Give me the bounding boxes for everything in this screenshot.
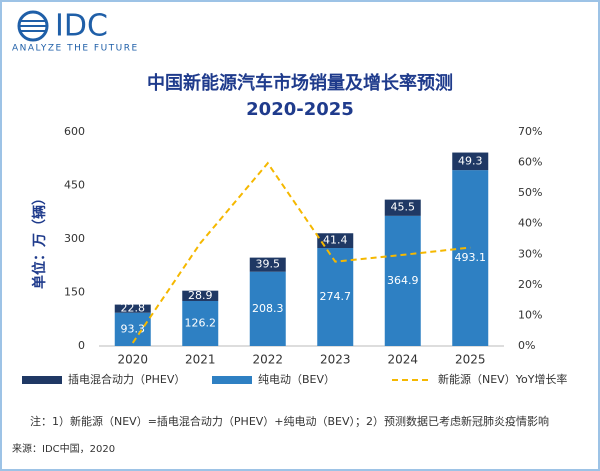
y2-tick-label: 0% (518, 339, 535, 352)
y-tick-label: 300 (64, 232, 85, 245)
chart-title: 中国新能源汽车市场销量及增长率预测 (147, 72, 453, 94)
y2-tick-label: 20% (518, 278, 542, 291)
bar-segment (317, 233, 354, 249)
source: 来源：IDC中国，2020 (12, 442, 115, 455)
data-label: 45.5 (391, 201, 416, 214)
bar-segment (249, 257, 286, 272)
logo: IDC ANALYZE THE FUTURE (12, 9, 139, 54)
legend-label: 插电混合动力（PHEV） (68, 372, 185, 386)
data-label: 39.5 (256, 258, 281, 271)
y-tick-label: 450 (64, 179, 85, 192)
y-tick-label: 600 (64, 125, 85, 138)
bar-segment (384, 215, 421, 346)
data-label: 41.4 (323, 234, 348, 247)
data-label: 364.9 (387, 274, 419, 287)
bar-segment (114, 304, 151, 313)
data-label: 28.9 (188, 289, 213, 302)
x-tick-label: 2024 (387, 353, 418, 367)
data-label: 493.1 (455, 251, 487, 264)
data-label: 22.8 (121, 302, 146, 315)
legend-swatch (22, 376, 62, 384)
x-tick-label: 2022 (252, 353, 283, 367)
data-label: 49.3 (458, 154, 483, 167)
x-tick-label: 2021 (185, 353, 216, 367)
data-label: 274.7 (320, 290, 352, 303)
legend-label: 新能源（NEV）YoY增长率 (438, 372, 567, 386)
x-tick-label: 2023 (320, 353, 351, 367)
y2-tick-label: 40% (518, 217, 542, 230)
y2-tick-label: 10% (518, 308, 542, 321)
legend-label: 纯电动（BEV） (258, 373, 335, 386)
bar-segment (182, 290, 219, 301)
note: 注：1）新能源（NEV）=插电混合动力（PHEV）+纯电动（BEV）；2）预测数… (30, 414, 549, 428)
x-tick-label: 2020 (117, 353, 148, 367)
y-tick-label: 150 (64, 286, 85, 299)
logo-tagline: ANALYZE THE FUTURE (12, 44, 139, 54)
bar-segment (182, 300, 219, 346)
legend-swatch (212, 376, 252, 384)
bar-segment (384, 199, 421, 216)
y2-tick-label: 30% (518, 247, 542, 260)
y2-tick-label: 60% (518, 156, 542, 169)
bar-segment (452, 170, 489, 346)
data-label: 208.3 (252, 302, 284, 315)
chart-subtitle: 2020-2025 (246, 99, 354, 120)
bar-segment (452, 152, 489, 171)
bar-segment (114, 312, 151, 346)
bar-segment (317, 248, 354, 346)
data-label: 93.3 (121, 322, 146, 335)
y2-tick-label: 70% (518, 125, 542, 138)
y-tick-label: 0 (78, 339, 85, 352)
logo-name: IDC (55, 9, 108, 44)
x-tick-label: 2025 (455, 353, 486, 367)
yoy-line (131, 161, 471, 344)
bar-segment (249, 271, 286, 346)
y-axis-label: 单位：万（辆） (31, 191, 48, 289)
data-label: 126.2 (185, 316, 217, 329)
y2-tick-label: 50% (518, 186, 542, 199)
